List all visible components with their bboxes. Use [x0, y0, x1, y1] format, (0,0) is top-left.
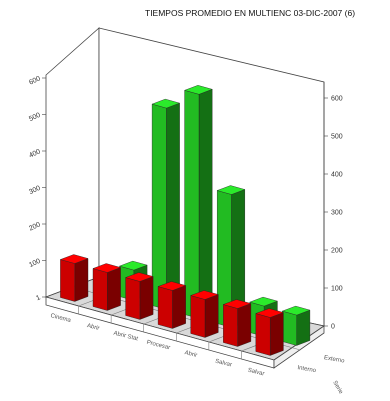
bar	[59, 254, 89, 302]
bar-front	[190, 295, 206, 338]
bar-top	[222, 299, 252, 309]
bar	[92, 263, 122, 311]
bar-front	[223, 304, 238, 347]
bar-top	[183, 85, 213, 95]
right-tick-label: 500	[331, 134, 343, 141]
bar-top	[281, 305, 311, 316]
right-tick-label: 200	[331, 248, 343, 255]
right-axis: 600 500 400 300 200 100 0	[323, 82, 343, 331]
bar-side	[204, 294, 219, 338]
bar-front	[157, 286, 173, 329]
bar-side	[270, 312, 284, 356]
bar-front	[184, 90, 200, 319]
bar-front	[125, 277, 141, 320]
bar-top	[92, 263, 122, 273]
category-label: Abrir	[86, 323, 100, 332]
left-tick-label: 300	[28, 185, 42, 196]
bar	[255, 308, 285, 356]
bars	[59, 85, 311, 356]
bar	[216, 185, 246, 328]
category-label: Salvar	[214, 359, 232, 369]
chart-title: TIEMPOS PROMEDIO EN MULTIENC 03-DIC-2007…	[145, 8, 355, 18]
bar-front	[282, 310, 297, 346]
bar-top	[151, 98, 181, 109]
category-label: Salvar	[247, 368, 265, 378]
category-label: Abrir Stat	[113, 331, 139, 343]
category-labels: Cinema Abrir Abrir Stat Procesar Abrir Salvar…	[50, 313, 265, 377]
bar-side	[107, 267, 121, 311]
left-tick-label: 1	[35, 294, 42, 302]
bar	[183, 85, 213, 319]
category-label: Cinema	[50, 313, 72, 324]
bar-side	[139, 276, 154, 320]
bar-top	[190, 290, 219, 300]
left-tick-label: 600	[28, 75, 42, 86]
bar	[151, 98, 181, 310]
bar-front	[60, 259, 76, 302]
bar-top	[124, 272, 154, 282]
bar	[190, 290, 219, 338]
bar-top	[216, 185, 246, 195]
bar-top	[249, 296, 279, 307]
right-tick-label: 0	[331, 324, 335, 331]
category-label: Procesar	[146, 340, 171, 352]
left-axis: 600 500 400 300 200 100 1	[28, 75, 46, 302]
bar-front	[92, 268, 108, 311]
series-axis-label: Serie	[331, 380, 344, 396]
bar-side	[166, 102, 180, 310]
right-tick-label: 300	[331, 210, 343, 217]
left-tick-label: 500	[28, 112, 42, 123]
right-tick-label: 400	[331, 172, 343, 179]
series-label: Interno	[297, 365, 317, 374]
bar	[222, 299, 252, 347]
bar-side	[237, 303, 252, 347]
bar	[157, 281, 187, 329]
bar	[124, 272, 154, 320]
bar	[281, 305, 311, 346]
bar-top	[118, 260, 148, 271]
left-tick-label: 400	[28, 148, 42, 159]
series-label: Externo	[323, 355, 345, 365]
left-tick-label: 200	[28, 221, 42, 232]
bar-top	[59, 254, 89, 264]
bar-side	[296, 309, 311, 346]
bar-front	[151, 103, 167, 310]
bar-side	[172, 285, 186, 329]
left-tick-label: 100	[28, 258, 42, 269]
bar-front	[255, 313, 271, 356]
bar-side	[198, 89, 213, 319]
series-labels: Interno Externo	[297, 355, 346, 374]
right-tick-label: 100	[331, 286, 343, 293]
bar-top	[157, 281, 187, 291]
category-label: Abrir	[184, 350, 198, 359]
bar-side	[74, 258, 89, 302]
right-tick-label: 600	[331, 96, 343, 103]
bar-top	[255, 308, 285, 318]
